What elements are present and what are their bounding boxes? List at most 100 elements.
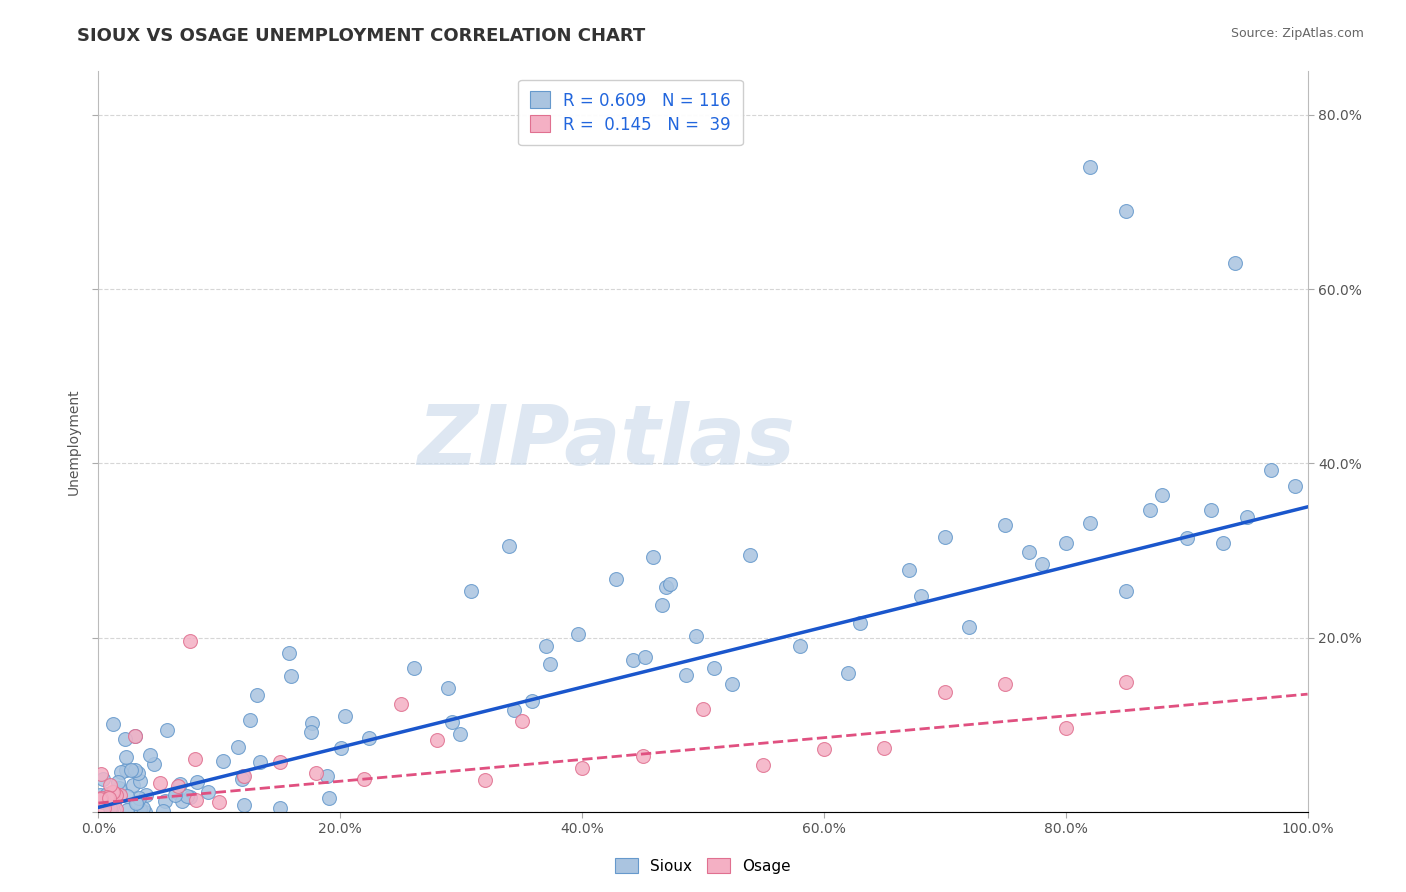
Point [115, 789, 138, 804]
Point [149, 776, 172, 790]
Point [208, 796, 231, 810]
Point [675, 667, 697, 681]
Legend: R = 0.609   N = 116, R =  0.145   N =  39: R = 0.609 N = 116, R = 0.145 N = 39 [519, 79, 742, 145]
Point [498, 540, 520, 554]
Point [1054, 721, 1077, 735]
Point [134, 805, 156, 819]
Point [605, 572, 627, 586]
Point [129, 773, 152, 788]
Point [738, 548, 761, 562]
Point [142, 756, 165, 771]
Point [101, 717, 124, 731]
Point [179, 790, 201, 805]
Point [1260, 463, 1282, 477]
Point [994, 677, 1017, 691]
Text: ZIPatlas: ZIPatlas [418, 401, 796, 482]
Point [631, 748, 654, 763]
Point [1152, 488, 1174, 502]
Point [249, 756, 271, 770]
Point [101, 800, 124, 814]
Point [934, 530, 956, 544]
Point [132, 801, 155, 815]
Point [105, 785, 128, 799]
Point [156, 723, 179, 738]
Point [124, 729, 146, 743]
Point [426, 733, 449, 747]
Point [538, 657, 561, 671]
Point [1078, 516, 1101, 530]
Point [503, 703, 526, 717]
Point [91, 790, 114, 805]
Point [299, 724, 322, 739]
Point [117, 803, 139, 817]
Point [269, 801, 291, 815]
Point [655, 580, 678, 594]
Point [520, 693, 543, 707]
Point [100, 800, 122, 814]
Point [1284, 479, 1306, 493]
Point [1018, 544, 1040, 558]
Point [752, 757, 775, 772]
Point [641, 550, 664, 565]
Point [167, 779, 190, 793]
Point [315, 769, 337, 783]
Point [1199, 502, 1222, 516]
Point [103, 786, 125, 800]
Point [232, 769, 254, 783]
Point [621, 653, 644, 667]
Point [1115, 674, 1137, 689]
Text: SIOUX VS OSAGE UNEMPLOYMENT CORRELATION CHART: SIOUX VS OSAGE UNEMPLOYMENT CORRELATION … [77, 27, 645, 45]
Point [232, 797, 254, 812]
Point [91, 772, 114, 787]
Point [179, 634, 201, 648]
Point [301, 716, 323, 731]
Point [357, 731, 380, 746]
Point [115, 763, 138, 777]
Point [124, 797, 146, 811]
Point [813, 741, 835, 756]
Point [1078, 160, 1101, 174]
Point [89, 791, 111, 805]
Point [474, 773, 496, 788]
Point [1175, 531, 1198, 545]
Point [692, 702, 714, 716]
Point [98, 791, 121, 805]
Point [353, 772, 375, 787]
Point [534, 639, 557, 653]
Point [232, 769, 254, 783]
Point [212, 755, 235, 769]
Point [103, 784, 125, 798]
Point [441, 714, 464, 729]
Point [659, 576, 682, 591]
Point [90, 767, 112, 781]
Point [934, 685, 956, 699]
Point [125, 796, 148, 810]
Point [1054, 535, 1077, 549]
Point [1115, 203, 1137, 218]
Point [897, 563, 920, 577]
Point [90, 791, 112, 805]
Point [837, 665, 859, 680]
Point [104, 789, 127, 803]
Point [231, 772, 253, 786]
Point [280, 669, 302, 683]
Point [849, 616, 872, 631]
Point [120, 763, 142, 777]
Point [1115, 583, 1137, 598]
Point [449, 726, 471, 740]
Point [330, 740, 353, 755]
Point [108, 788, 131, 802]
Point [402, 661, 425, 675]
Point [96, 790, 118, 805]
Point [139, 747, 162, 762]
Point [165, 785, 187, 799]
Point [197, 785, 219, 799]
Point [172, 794, 194, 808]
Point [651, 598, 673, 612]
Point [720, 677, 742, 691]
Point [105, 802, 128, 816]
Point [1139, 503, 1161, 517]
Point [269, 755, 291, 769]
Point [124, 729, 146, 743]
Point [93, 801, 115, 815]
